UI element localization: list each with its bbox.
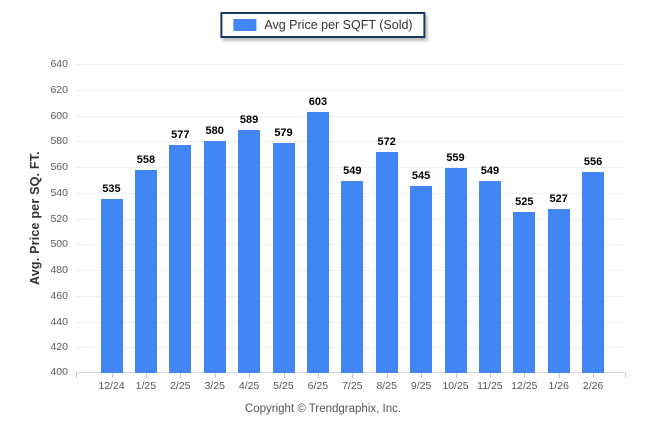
bar	[478, 181, 501, 373]
gridline	[76, 90, 625, 91]
bar	[272, 142, 295, 373]
bar-value-label: 577	[171, 129, 190, 142]
axis-tick	[352, 373, 353, 378]
x-axis-label: 5/25	[273, 380, 294, 392]
gridline	[76, 64, 625, 65]
bar-value-label: 549	[480, 165, 500, 178]
axis-tick	[180, 373, 181, 378]
axis-tick	[456, 373, 457, 378]
y-axis-label: 600	[50, 110, 68, 122]
gridline	[76, 141, 625, 142]
y-axis-labels: 640 620 600 580 560 540 520 500 480 460 440 420 400	[0, 58, 68, 378]
bar-value-label: 549	[343, 165, 362, 178]
y-axis-label: 640	[50, 58, 68, 70]
axis-tick	[524, 373, 525, 378]
bar	[410, 186, 433, 373]
y-axis-label: 540	[50, 187, 68, 199]
axis-tick	[215, 373, 216, 378]
copyright-text: Copyright © Trendgraphix, Inc.	[244, 403, 402, 415]
x-axis-label: 4/25	[238, 380, 260, 392]
x-axis-label: 12/25	[511, 380, 538, 392]
bar	[444, 168, 467, 373]
axis-tick	[625, 373, 626, 378]
y-axis-label: 420	[50, 341, 68, 353]
legend-swatch-icon	[233, 19, 257, 31]
x-axis-label: 10/25	[442, 380, 469, 392]
axis-tick	[284, 373, 285, 378]
x-axis-label: 1/25	[135, 380, 157, 392]
legend-label: Avg Price per SQFT (Sold)	[264, 18, 413, 32]
bar	[238, 129, 261, 373]
axis-tick	[559, 373, 560, 378]
axis-tick	[318, 373, 319, 378]
axis-tick	[387, 373, 388, 378]
x-axis-label: 2/26	[582, 380, 604, 392]
axis-tick	[112, 373, 113, 378]
plot-area: 535 12/24 558 1/25 577 2/25 580 3/25 589 4/25 579 5…	[76, 64, 626, 392]
bar	[203, 141, 226, 373]
y-axis-label: 500	[50, 238, 68, 250]
axis-tick	[76, 373, 77, 378]
x-axis-label: 3/25	[204, 380, 225, 392]
bar	[306, 111, 329, 373]
bar	[134, 169, 157, 373]
bar	[547, 209, 570, 373]
bar-value-label: 535	[102, 183, 121, 196]
bar	[169, 145, 192, 373]
axis-tick	[421, 373, 422, 378]
bar	[341, 181, 364, 373]
bar-value-label: 580	[205, 125, 224, 138]
y-axis-label: 440	[50, 316, 68, 328]
x-axis-label: 9/25	[410, 380, 432, 392]
bar	[582, 172, 605, 373]
gridline	[76, 167, 625, 168]
y-axis-label: 620	[50, 84, 68, 96]
bar-value-label: 579	[274, 126, 293, 139]
bar-value-label: 559	[446, 152, 465, 165]
axis-tick	[249, 373, 250, 378]
bar	[100, 199, 123, 373]
bar-value-label: 589	[239, 113, 259, 126]
bar-value-label: 572	[377, 135, 396, 148]
bar	[375, 151, 398, 373]
y-axis-label: 480	[50, 264, 68, 276]
x-axis-label: 6/25	[307, 380, 329, 392]
axis-tick	[490, 373, 491, 378]
bar-value-label: 545	[411, 170, 431, 183]
gridline	[76, 116, 625, 117]
axis-tick	[593, 373, 594, 378]
y-axis-label: 520	[50, 213, 68, 225]
y-axis-label: 400	[50, 366, 68, 378]
bar-value-label: 525	[515, 196, 534, 209]
bar-value-label: 558	[136, 153, 156, 166]
bar-value-label: 527	[549, 193, 568, 206]
y-axis-label: 560	[50, 161, 68, 173]
bar-value-label: 556	[583, 156, 603, 169]
x-axis-label: 12/24	[98, 380, 125, 392]
bar-value-label: 603	[308, 95, 328, 108]
legend: Avg Price per SQFT (Sold)	[220, 12, 426, 38]
x-axis-label: 2/25	[170, 380, 191, 392]
x-axis-label: 11/25	[477, 380, 503, 392]
y-axis-label: 460	[50, 290, 68, 302]
bar	[513, 212, 536, 373]
x-axis-label: 1/26	[548, 380, 569, 392]
axis-tick	[146, 373, 147, 378]
y-axis-label: 580	[50, 135, 68, 147]
x-axis-label: 8/25	[376, 380, 397, 392]
x-axis-label: 7/25	[342, 380, 363, 392]
